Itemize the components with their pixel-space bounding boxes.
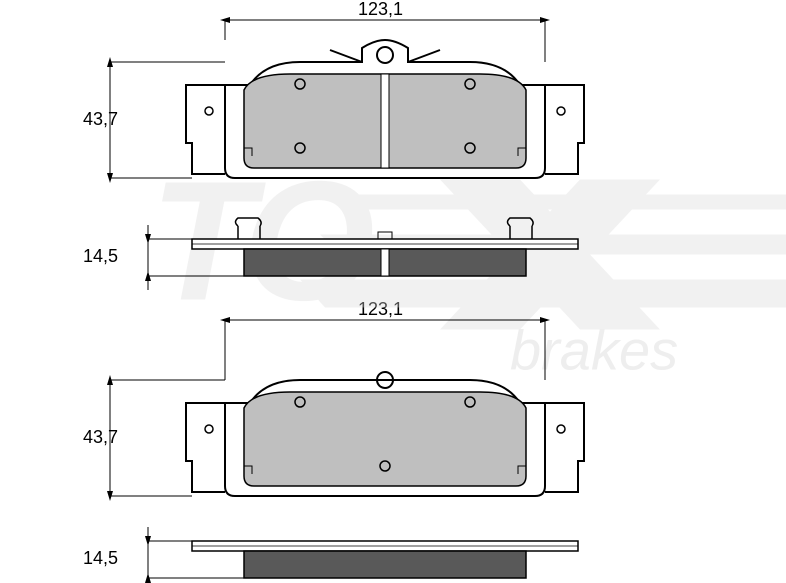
technical-drawing [0,0,786,583]
brake-pad-bottom-face [186,372,584,496]
brake-pad-top-face [186,40,584,178]
brake-pad-top-side [192,218,578,276]
brake-pad-bottom-side [192,541,578,578]
